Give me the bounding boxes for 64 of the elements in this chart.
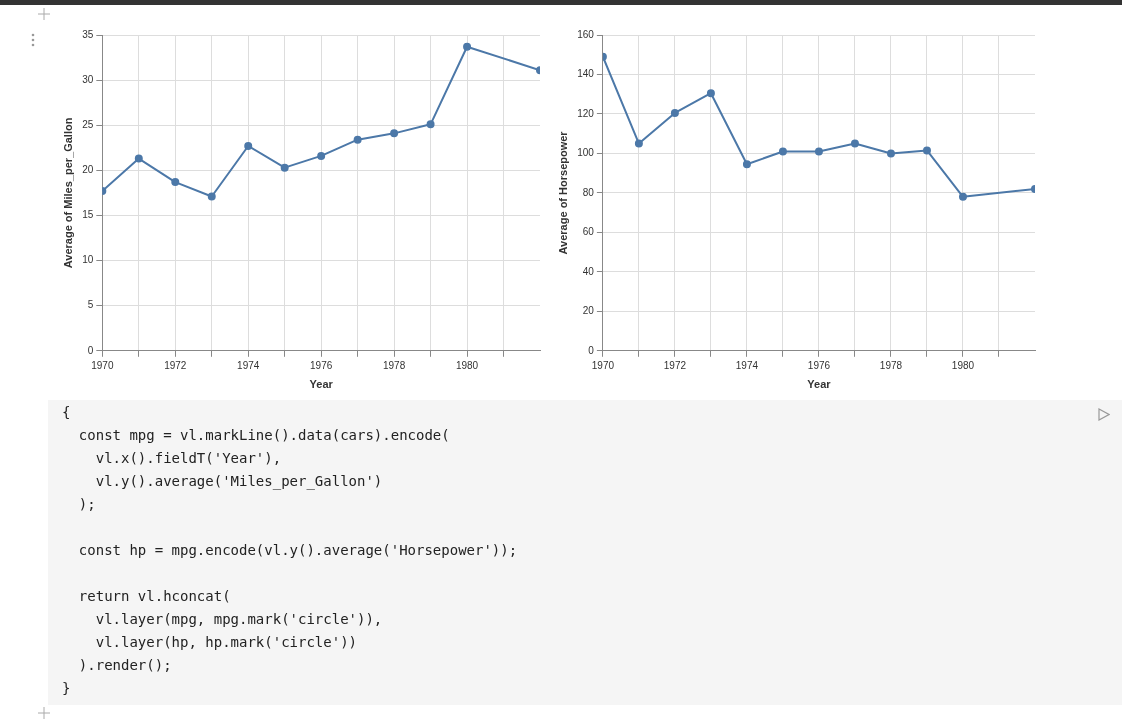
text: vl.x().fieldT('Year'),	[94, 449, 283, 468]
x-tick-label: 1970	[91, 359, 114, 371]
y-tick-label: 80	[582, 186, 595, 198]
y-tick-label: 20	[582, 305, 595, 317]
point	[850, 139, 859, 148]
point	[171, 178, 180, 187]
x-tick-label: 1978	[382, 359, 406, 371]
x-tick-label: 1980	[455, 359, 479, 371]
point	[814, 147, 823, 156]
text: );	[77, 495, 97, 514]
y-tick-label: 120	[577, 107, 595, 119]
y-axis-title: Average of Miles_per_Gallon	[61, 117, 74, 269]
point	[706, 89, 715, 98]
x-tick-label: 1976	[310, 359, 333, 371]
text: return vl.hconcat(	[77, 587, 232, 606]
x-tick-label: 1980	[951, 359, 975, 371]
y-tick-label: 10	[82, 254, 94, 266]
point	[244, 141, 253, 150]
y-tick-label: 140	[577, 68, 595, 80]
point	[634, 139, 643, 148]
text: ).render();	[77, 656, 173, 675]
x-tick-label: 1972	[663, 359, 687, 371]
point	[390, 129, 399, 138]
point	[958, 192, 967, 201]
point	[670, 108, 679, 117]
point	[353, 135, 362, 144]
y-tick-label: 100	[577, 147, 595, 159]
y-tick-label: 15	[82, 209, 94, 221]
text: }	[62, 679, 72, 698]
x-tick-label: 1974	[237, 359, 260, 371]
y-tick-label: 35	[82, 28, 94, 40]
text: {	[62, 403, 72, 422]
text: const hp = mpg.encode(vl.y().average('Horsepower'));	[77, 541, 518, 560]
text: vl.layer(mpg, mpg.mark('circle')),	[94, 610, 384, 629]
point	[280, 163, 289, 172]
y-axis-title: Average of Horsepower	[556, 130, 569, 255]
y-tick-label: 25	[82, 118, 94, 130]
y-tick-label: 30	[82, 73, 94, 85]
point	[742, 160, 751, 169]
y-tick-label: 40	[582, 265, 595, 277]
x-tick-label: 1978	[879, 359, 903, 371]
x-axis-title: Year	[309, 378, 334, 391]
x-tick-label: 1972	[164, 359, 187, 371]
y-tick-label: 0	[588, 344, 595, 356]
text: const mpg = vl.markLine().data(cars).encode(	[77, 426, 451, 445]
y-tick-label: 160	[577, 28, 595, 40]
point	[886, 149, 895, 158]
y-tick-label: 5	[87, 299, 94, 311]
point	[463, 42, 472, 51]
point	[426, 120, 435, 129]
point	[922, 146, 931, 155]
point	[134, 154, 143, 163]
y-tick-label: 0	[87, 344, 94, 356]
x-tick-label: 1974	[735, 359, 759, 371]
point	[778, 147, 787, 156]
text: vl.layer(hp, hp.mark('circle'))	[94, 633, 358, 652]
x-tick-label: 1970	[591, 359, 615, 371]
y-tick-label: 20	[82, 164, 94, 176]
y-tick-label: 60	[582, 226, 595, 238]
x-tick-label: 1976	[807, 359, 831, 371]
x-axis-title: Year	[807, 378, 832, 391]
point	[207, 192, 216, 201]
text: vl.y().average('Miles_per_Gallon')	[94, 472, 384, 492]
point	[317, 151, 326, 160]
